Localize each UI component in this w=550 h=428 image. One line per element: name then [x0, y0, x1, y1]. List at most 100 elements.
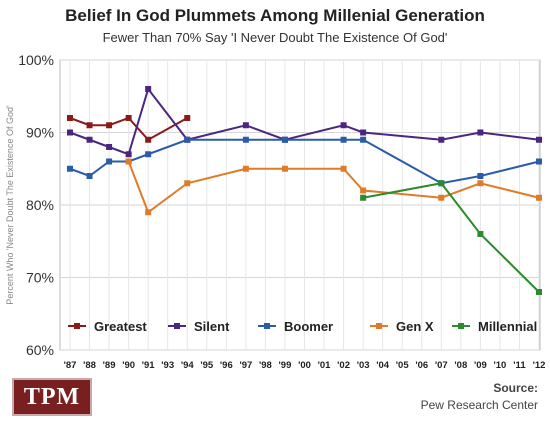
legend-item: Gen X: [370, 319, 434, 334]
data-point: [125, 158, 132, 165]
series-greatest: [67, 115, 191, 143]
data-point: [360, 194, 367, 201]
data-point: [106, 122, 113, 129]
y-tick-label: 100%: [18, 52, 54, 68]
series-gen-x: [125, 158, 542, 216]
legend: Greatest Silent Boomer Gen X Millennial: [68, 319, 537, 334]
tpm-logo: TPM: [12, 378, 92, 416]
x-tick-label: '88: [83, 360, 96, 371]
source-label: Source:: [493, 381, 538, 395]
legend-label: Gen X: [396, 319, 434, 334]
y-tick-label: 60%: [26, 342, 54, 358]
data-point: [145, 136, 152, 143]
data-point: [340, 165, 347, 172]
data-point: [86, 173, 93, 179]
x-tick-label: '97: [239, 360, 252, 371]
legend-label: Silent: [194, 319, 230, 334]
data-point: [242, 165, 249, 172]
legend-item: Boomer: [258, 319, 333, 334]
legend-item: Millennial: [452, 319, 537, 334]
data-point: [360, 129, 367, 136]
x-tick-label: '95: [200, 360, 214, 371]
data-point: [125, 115, 132, 121]
x-tick-label: '94: [181, 360, 195, 371]
data-point: [477, 231, 484, 237]
data-point: [477, 173, 484, 179]
x-tick-label: '09: [474, 360, 487, 371]
data-point: [106, 144, 113, 150]
data-point: [145, 86, 152, 92]
legend-swatch-marker: [458, 323, 464, 329]
x-tick-label: '11: [513, 360, 526, 371]
y-tick-label: 80%: [26, 197, 54, 213]
y-tick-label: 90%: [26, 125, 54, 141]
data-point: [184, 136, 191, 143]
data-point: [477, 129, 484, 136]
series-layer: [67, 86, 542, 295]
x-tick-label: '12: [533, 360, 546, 371]
data-point: [125, 151, 132, 158]
x-tick-label: '96: [220, 360, 233, 371]
x-tick-label: '06: [415, 360, 428, 371]
data-point: [438, 180, 445, 187]
data-point: [360, 136, 367, 143]
data-point: [340, 122, 347, 129]
legend-item: Silent: [168, 319, 230, 334]
data-point: [536, 158, 542, 165]
data-point: [106, 158, 113, 165]
data-point: [145, 209, 152, 216]
data-point: [536, 136, 542, 143]
legend-label: Boomer: [284, 319, 333, 334]
series-millennial: [360, 180, 542, 295]
x-tick-label: '04: [376, 360, 390, 371]
data-point: [145, 151, 152, 158]
series-silent: [67, 86, 542, 158]
legend-swatch-marker: [376, 323, 382, 329]
data-point: [438, 136, 445, 143]
data-point: [360, 187, 367, 194]
x-tick-label: '90: [122, 360, 135, 371]
data-point: [242, 136, 249, 143]
x-tick-label: '08: [454, 360, 467, 371]
x-tick-label: '07: [435, 360, 448, 371]
x-tick-labels: '87 '88 '89 '90 '91 '93 '94 '95 '96 '97 '98 '99 '00 '…: [64, 360, 546, 371]
y-tick-label: 70%: [26, 270, 54, 286]
data-point: [184, 115, 191, 121]
legend-label: Greatest: [94, 319, 147, 334]
x-tick-label: '91: [142, 360, 156, 371]
x-tick-label: '10: [494, 360, 507, 371]
data-point: [86, 136, 93, 143]
data-point: [67, 129, 73, 136]
x-tick-label: '01: [318, 360, 332, 371]
x-tick-label: '03: [357, 360, 370, 371]
x-tick-label: '98: [259, 360, 272, 371]
data-point: [86, 122, 93, 129]
data-point: [438, 194, 445, 201]
x-tick-label: '89: [103, 360, 116, 371]
data-point: [477, 180, 484, 187]
data-point: [242, 122, 249, 129]
data-point: [67, 115, 73, 121]
chart-subtitle: Fewer Than 70% Say 'I Never Doubt The Ex…: [102, 30, 448, 45]
legend-swatch-marker: [74, 323, 80, 329]
series-line: [127, 161, 540, 214]
data-point: [536, 289, 542, 295]
legend-swatch-marker: [174, 323, 180, 329]
legend-swatch-marker: [264, 323, 270, 329]
data-point: [340, 136, 347, 143]
x-tick-label: '05: [396, 360, 410, 371]
data-point: [184, 180, 191, 187]
source-text: Pew Research Center: [420, 398, 538, 412]
series-line: [362, 182, 540, 293]
grid-layer: [59, 59, 541, 351]
x-tick-label: '87: [64, 360, 77, 371]
data-point: [281, 136, 288, 143]
legend-item: Greatest: [68, 319, 147, 334]
y-axis-title: Percent Who 'Never Doubt The Existence O…: [5, 105, 15, 305]
series-line: [69, 116, 188, 142]
data-point: [281, 165, 288, 172]
x-tick-label: '00: [298, 360, 311, 371]
data-point: [67, 165, 73, 172]
x-tick-label: '02: [337, 360, 350, 371]
